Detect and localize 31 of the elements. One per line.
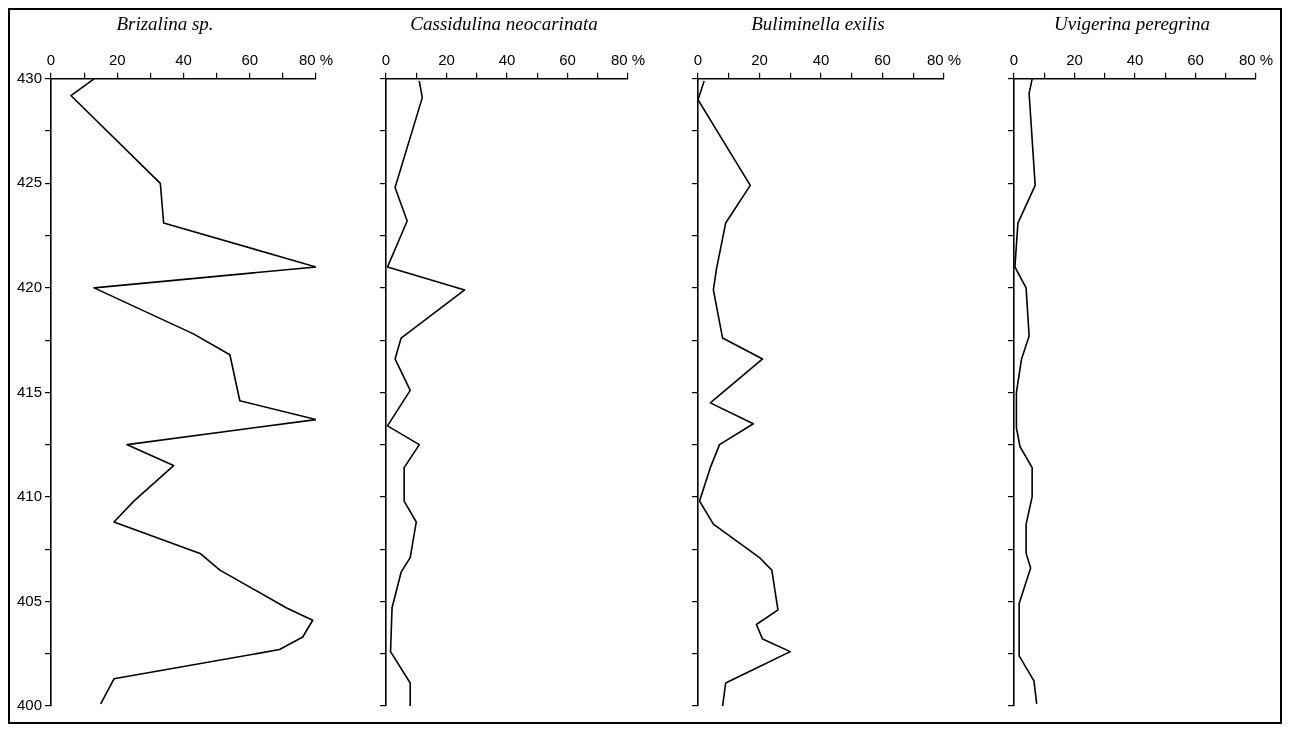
y-tick-label: 400: [17, 696, 43, 714]
x-tick-label: 60: [559, 50, 576, 68]
chart-title: Brizalina sp.: [116, 13, 214, 35]
chart-title: Uvigerina peregrina: [1053, 13, 1211, 35]
chart-title: Buliminella exilis: [751, 13, 885, 35]
y-tick-label: 430: [17, 68, 43, 86]
x-tick-label: 60: [241, 50, 259, 68]
x-tick-label: 40: [175, 50, 192, 68]
x-tick-label: 40: [1126, 50, 1144, 68]
y-tick-label: 405: [17, 591, 43, 609]
y-tick-label: 415: [17, 382, 43, 400]
x-tick-label: 60: [1187, 50, 1204, 68]
x-tick-label: 80 %: [610, 50, 646, 68]
y-tick-label: 410: [17, 487, 43, 505]
x-tick-label: 20: [751, 50, 768, 68]
x-tick-label: 20: [108, 50, 126, 68]
x-tick-label: 0: [1009, 50, 1019, 68]
x-tick-label: 0: [693, 50, 703, 68]
y-tick-label: 425: [17, 173, 43, 191]
chart-title: Cassidulina neocarinata: [410, 13, 598, 35]
x-tick-label: 20: [438, 50, 455, 68]
x-tick-label: 0: [381, 50, 391, 68]
x-tick-label: 20: [1066, 50, 1083, 68]
x-tick-label: 60: [874, 50, 891, 68]
x-tick-label: 80 %: [926, 50, 962, 68]
x-tick-label: 80 %: [298, 50, 334, 68]
x-tick-label: 40: [812, 50, 830, 68]
x-tick-label: 40: [498, 50, 516, 68]
y-tick-label: 420: [17, 278, 43, 296]
x-tick-label: 0: [46, 50, 56, 68]
x-tick-label: 80 %: [1238, 50, 1274, 68]
